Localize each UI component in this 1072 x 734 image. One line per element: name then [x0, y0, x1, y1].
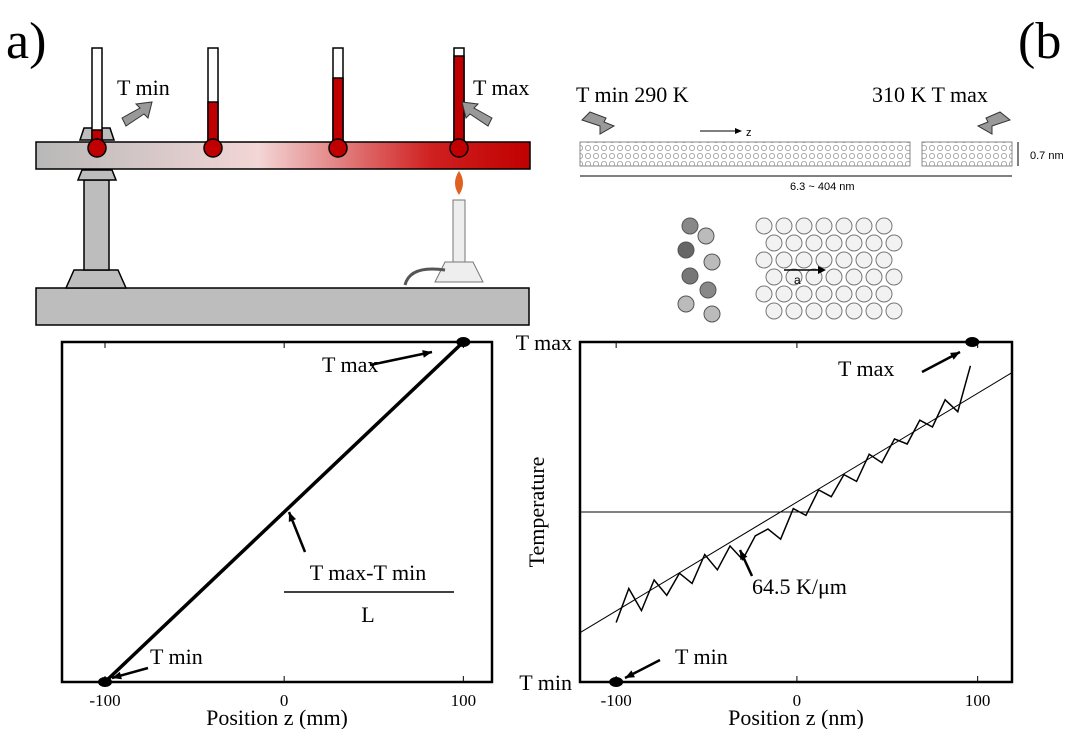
x-axis-label: Position z (mm) — [206, 705, 348, 729]
end-point — [965, 337, 980, 347]
data-line — [103, 340, 465, 684]
x-axis-label: Position z (nm) — [728, 705, 864, 729]
arrow-head — [422, 350, 432, 358]
x-tick-label: 0 — [793, 691, 802, 710]
atom — [775, 285, 793, 303]
label: z — [746, 127, 752, 139]
x-tick-label: -100 — [89, 691, 120, 710]
atom — [865, 302, 883, 320]
label: T min 290 K — [576, 82, 689, 107]
end-point — [609, 677, 624, 687]
atom — [855, 285, 873, 303]
annotation: T min — [675, 644, 728, 669]
atom — [805, 234, 823, 252]
x-tick-label: 100 — [451, 691, 477, 710]
arrow-head — [288, 512, 297, 522]
atom — [885, 234, 903, 252]
arrow-head — [625, 670, 635, 678]
atom — [785, 234, 803, 252]
atom — [795, 285, 813, 303]
atom — [835, 251, 853, 269]
label: a — [794, 273, 801, 287]
atom — [815, 285, 833, 303]
atom — [755, 285, 773, 303]
y-tick-label: T min — [519, 670, 572, 695]
y-axis-label: Temperature — [524, 457, 549, 568]
atom — [775, 251, 793, 269]
annotation: 64.5 K/μm — [752, 574, 847, 599]
panel-label: a) — [6, 13, 46, 70]
label: 310 K T max — [872, 82, 988, 107]
atom — [825, 234, 843, 252]
atom — [875, 251, 893, 269]
atom — [885, 268, 903, 286]
atom — [755, 217, 773, 235]
arrow-head — [112, 671, 122, 680]
atom — [815, 251, 833, 269]
x-tick-label: 0 — [280, 691, 289, 710]
atom — [785, 302, 803, 320]
atom — [865, 268, 883, 286]
atom — [875, 285, 893, 303]
annotation: L — [361, 602, 374, 627]
atom — [885, 302, 903, 320]
atom — [795, 217, 813, 235]
nanotube-illustration: T min 290 K 310 K T max z 0.7 nm 6.3 ~ 4… — [576, 82, 1064, 323]
atom — [765, 234, 783, 252]
label: 0.7 nm — [1030, 150, 1064, 162]
end-point — [456, 337, 471, 347]
atom — [825, 302, 843, 320]
plot-frame — [60, 340, 494, 684]
label: T max — [473, 75, 529, 100]
rod-illustration: T min T max — [35, 47, 531, 326]
annotation: T max-T min — [310, 560, 427, 585]
atom — [855, 251, 873, 269]
arrow-head — [950, 352, 960, 360]
annotation: T max — [838, 356, 894, 381]
data-line — [579, 372, 1013, 634]
atom — [755, 251, 773, 269]
atom — [775, 217, 793, 235]
atom — [865, 234, 883, 252]
atom — [845, 302, 863, 320]
annotation: T min — [150, 644, 203, 669]
y-tick-label: T max — [516, 330, 572, 355]
atom — [805, 302, 823, 320]
atom — [845, 234, 863, 252]
label: 6.3 ~ 404 nm — [790, 181, 855, 193]
atom — [875, 217, 893, 235]
atom — [825, 268, 843, 286]
atom — [855, 217, 873, 235]
atom — [845, 268, 863, 286]
atom — [835, 217, 853, 235]
atom — [795, 251, 813, 269]
arrow — [369, 350, 433, 367]
panel-label: (b — [1018, 13, 1061, 70]
end-point — [98, 677, 112, 687]
x-tick-label: -100 — [601, 691, 632, 710]
atom — [835, 285, 853, 303]
label: T min — [117, 75, 170, 100]
annotation: T max — [322, 352, 378, 377]
data-line — [615, 365, 972, 623]
atom — [785, 268, 803, 286]
arrow-head — [740, 550, 748, 560]
x-tick-label: 100 — [965, 691, 991, 710]
atom — [815, 217, 833, 235]
atom — [765, 268, 783, 286]
atom — [765, 302, 783, 320]
